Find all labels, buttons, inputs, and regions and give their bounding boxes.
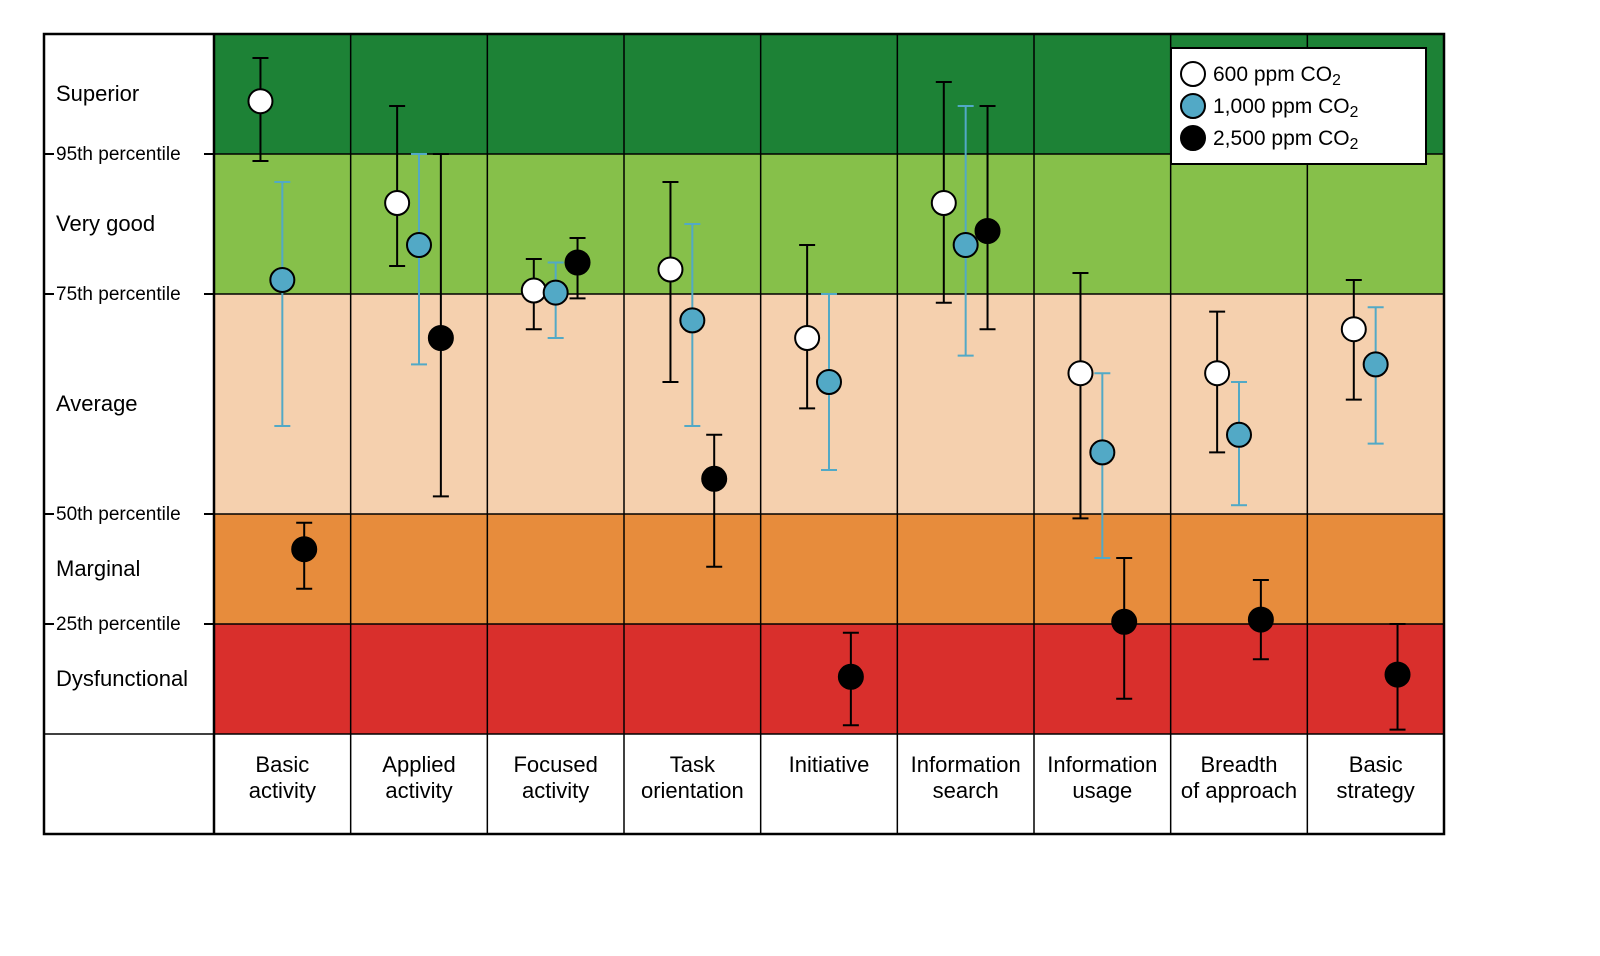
data-point xyxy=(1364,352,1388,376)
x-category-label: Basic xyxy=(255,752,309,777)
x-category-label: search xyxy=(933,778,999,803)
legend-label: 1,000 ppm CO2 xyxy=(1213,95,1358,121)
y-band-label: Dysfunctional xyxy=(56,666,188,691)
data-point xyxy=(795,326,819,350)
x-category-label: activity xyxy=(522,778,589,803)
x-category-label: Information xyxy=(911,752,1021,777)
x-category-label: strategy xyxy=(1337,778,1415,803)
data-point xyxy=(429,326,453,350)
x-category-label: orientation xyxy=(641,778,744,803)
data-point xyxy=(680,308,704,332)
data-point xyxy=(1112,610,1136,634)
percentile-tick-label: 50th percentile xyxy=(56,504,181,525)
data-point xyxy=(407,233,431,257)
x-category-label: activity xyxy=(249,778,316,803)
data-point xyxy=(566,251,590,275)
data-point xyxy=(522,279,546,303)
legend: 600 ppm CO2 1,000 ppm CO2 2,500 ppm CO2 xyxy=(1171,48,1426,164)
legend-label: 600 ppm CO2 xyxy=(1213,63,1341,89)
data-point xyxy=(270,268,294,292)
x-category-label: Information xyxy=(1047,752,1157,777)
data-point xyxy=(1090,440,1114,464)
data-point xyxy=(1342,317,1366,341)
x-category-label: Breadth xyxy=(1200,752,1277,777)
x-category-label: Initiative xyxy=(789,752,870,777)
data-point xyxy=(544,281,568,305)
x-category-label: Basic xyxy=(1349,752,1403,777)
data-point xyxy=(976,219,1000,243)
data-point xyxy=(932,191,956,215)
data-point xyxy=(839,665,863,689)
data-point xyxy=(248,89,272,113)
x-category-label: activity xyxy=(385,778,452,803)
x-category-label: Task xyxy=(670,752,716,777)
data-point xyxy=(954,233,978,257)
data-point xyxy=(658,258,682,282)
y-band-label: Marginal xyxy=(56,556,140,581)
chart-container: Superior Very good Average Marginal Dysfunct… xyxy=(0,0,1600,868)
x-category-label: of approach xyxy=(1181,778,1297,803)
y-band-label: Superior xyxy=(56,81,139,106)
percentile-tick-label: 95th percentile xyxy=(56,144,181,165)
y-band-label: Average xyxy=(56,391,138,416)
data-point xyxy=(1386,663,1410,687)
x-category-label: usage xyxy=(1072,778,1132,803)
data-point xyxy=(1205,361,1229,385)
data-point xyxy=(1249,608,1273,632)
data-point xyxy=(1227,423,1251,447)
x-category-label: Applied xyxy=(382,752,455,777)
percentile-tick-label: 25th percentile xyxy=(56,614,181,635)
y-band-label: Very good xyxy=(56,211,155,236)
data-point xyxy=(817,370,841,394)
x-category-label: Focused xyxy=(513,752,597,777)
percentile-tick-label: 75th percentile xyxy=(56,284,181,305)
data-point xyxy=(1068,361,1092,385)
data-point xyxy=(385,191,409,215)
legend-label: 2,500 ppm CO2 xyxy=(1213,127,1358,153)
data-point xyxy=(292,537,316,561)
data-point xyxy=(702,467,726,491)
co2-performance-chart: Superior Very good Average Marginal Dysfunct… xyxy=(24,24,1464,844)
